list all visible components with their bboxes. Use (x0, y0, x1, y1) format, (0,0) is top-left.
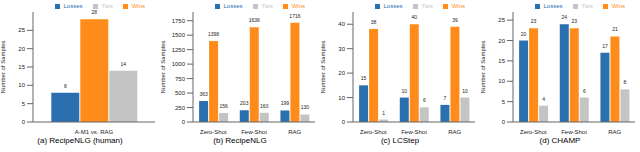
svg-text:10: 10 (338, 95, 345, 101)
svg-text:17: 17 (602, 43, 608, 49)
html-text:Ties: Ties (581, 3, 593, 9)
svg-text:0: 0 (342, 119, 346, 125)
svg-text:Zero-Shot: Zero-Shot (200, 129, 227, 134)
svg-text:25: 25 (18, 27, 25, 33)
svg-text:28: 28 (92, 9, 98, 15)
html-text:Wins: Wins (451, 3, 465, 9)
svg-text:23: 23 (571, 18, 577, 24)
html-text:Losses: Losses (543, 3, 563, 9)
html-text:Losses: Losses (223, 3, 243, 9)
svg-text:Few-Shot: Few-Shot (561, 129, 587, 134)
svg-text:10: 10 (401, 88, 407, 94)
svg-text:23: 23 (531, 18, 537, 24)
svg-text:24: 24 (561, 14, 567, 20)
svg-text:8: 8 (624, 79, 627, 85)
html-text:(a) RecipeNLG (human): (a) RecipeNLG (human) (37, 136, 123, 145)
svg-text:500: 500 (175, 90, 186, 96)
svg-text:Number of Samples: Number of Samples (321, 40, 326, 93)
svg-text:Number of Samples: Number of Samples (161, 40, 166, 93)
svg-text:199: 199 (281, 100, 290, 106)
svg-text:6: 6 (423, 97, 426, 103)
svg-text:1: 1 (382, 110, 385, 116)
svg-text:1398: 1398 (208, 31, 219, 37)
html-text:(d) CHAMP: (d) CHAMP (539, 136, 581, 145)
html-text:(b) RecipeNLG: (b) RecipeNLG (213, 136, 267, 145)
svg-text:363: 363 (199, 91, 208, 97)
svg-text:21: 21 (612, 26, 618, 32)
svg-text:1000: 1000 (172, 61, 186, 67)
svg-text:250: 250 (175, 105, 186, 111)
svg-text:14: 14 (121, 61, 127, 67)
svg-text:Number of Samples: Number of Samples (481, 40, 486, 93)
svg-text:8: 8 (64, 83, 67, 89)
svg-text:30: 30 (338, 46, 345, 52)
svg-text:15: 15 (18, 64, 25, 70)
svg-text:Few-Shot: Few-Shot (241, 129, 267, 134)
svg-text:1500: 1500 (172, 32, 186, 38)
svg-text:RAG: RAG (608, 129, 621, 134)
svg-text:7: 7 (444, 95, 447, 101)
svg-text:5: 5 (502, 99, 506, 105)
svg-text:RAG: RAG (448, 129, 461, 134)
svg-text:25: 25 (498, 17, 505, 23)
svg-text:160: 160 (260, 103, 269, 109)
html-text:Wins: Wins (131, 3, 145, 9)
svg-text:130: 130 (301, 104, 310, 110)
svg-text:15: 15 (498, 58, 505, 64)
svg-text:5: 5 (22, 101, 26, 107)
svg-text:0: 0 (182, 119, 186, 125)
svg-text:40: 40 (411, 14, 417, 20)
svg-text:10: 10 (18, 82, 25, 88)
svg-text:0: 0 (502, 119, 506, 125)
svg-text:20: 20 (521, 31, 527, 37)
html-text:(c) LCStep: (c) LCStep (380, 136, 420, 145)
svg-text:39: 39 (452, 17, 458, 23)
html-text:Ties: Ties (101, 3, 113, 9)
svg-text:1636: 1636 (249, 17, 260, 23)
svg-text:38: 38 (371, 19, 377, 25)
svg-text:1716: 1716 (289, 13, 300, 19)
svg-text:Zero-Shot: Zero-Shot (360, 129, 387, 134)
html-text:Losses: Losses (383, 3, 403, 9)
svg-text:4: 4 (542, 96, 545, 102)
svg-text:Zero-Shot: Zero-Shot (520, 129, 547, 134)
svg-text:750: 750 (175, 76, 186, 82)
svg-text:20: 20 (18, 46, 25, 52)
svg-text:20: 20 (338, 70, 345, 76)
svg-text:1750: 1750 (172, 18, 186, 24)
svg-text:15: 15 (361, 75, 367, 81)
svg-text:10: 10 (498, 78, 505, 84)
svg-text:6: 6 (583, 88, 586, 94)
html-text:Ties: Ties (421, 3, 433, 9)
svg-text:40: 40 (338, 21, 345, 27)
html-text:Ties: Ties (261, 3, 273, 9)
svg-text:0: 0 (22, 119, 26, 125)
html-text:Wins: Wins (611, 3, 625, 9)
svg-text:20: 20 (498, 38, 505, 44)
svg-text:10: 10 (462, 88, 468, 94)
svg-text:Few-Shot: Few-Shot (401, 129, 427, 134)
svg-text:156: 156 (219, 103, 228, 109)
html-text:Losses: Losses (63, 3, 83, 9)
svg-text:203: 203 (240, 100, 249, 106)
svg-text:A-M1 vs. RAG: A-M1 vs. RAG (75, 129, 114, 134)
svg-text:RAG: RAG (288, 129, 301, 134)
html-text:Wins: Wins (291, 3, 305, 9)
svg-text:1250: 1250 (172, 47, 186, 53)
